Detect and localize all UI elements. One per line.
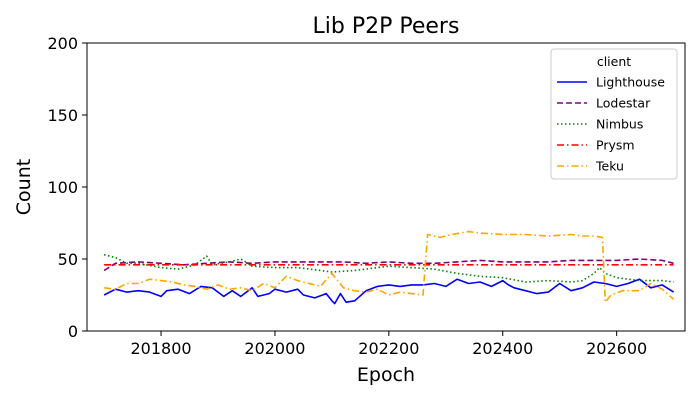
y-axis-ticks: 0 50 100 150 200 <box>47 34 87 341</box>
legend-label-teku: Teku <box>595 159 624 174</box>
legend: client Lighthouse Lodestar Nimbus Prysm Teku <box>550 48 678 180</box>
y-axis-title: Count <box>13 159 35 215</box>
x-tick-label: 202600 <box>586 339 647 358</box>
y-tick-label: 200 <box>47 34 78 53</box>
x-axis-title: Epoch <box>357 364 415 386</box>
series-line-nimbus <box>103 253 674 283</box>
legend-label-nimbus: Nimbus <box>596 117 643 132</box>
legend-label-prysm: Prysm <box>596 138 635 153</box>
y-tick-label: 0 <box>68 322 78 341</box>
x-tick-label: 201800 <box>130 339 191 358</box>
series-line-lighthouse <box>103 278 675 305</box>
series-lines <box>103 230 675 305</box>
x-tick-label: 202200 <box>358 339 419 358</box>
legend-entries: Lighthouse Lodestar Nimbus Prysm Teku <box>557 75 665 174</box>
y-tick-label: 50 <box>58 250 78 269</box>
legend-label-lighthouse: Lighthouse <box>596 75 665 90</box>
series-line-teku <box>104 230 675 303</box>
y-tick-label: 100 <box>47 178 78 197</box>
x-axis-ticks: 201800 202000 202200 202400 202600 <box>130 331 647 358</box>
legend-title: client <box>597 54 631 69</box>
legend-label-lodestar: Lodestar <box>596 96 651 111</box>
x-tick-label: 202400 <box>472 339 533 358</box>
y-tick-label: 150 <box>47 106 78 125</box>
x-tick-label: 202000 <box>244 339 305 358</box>
chart-title: Lib P2P Peers <box>313 14 460 39</box>
